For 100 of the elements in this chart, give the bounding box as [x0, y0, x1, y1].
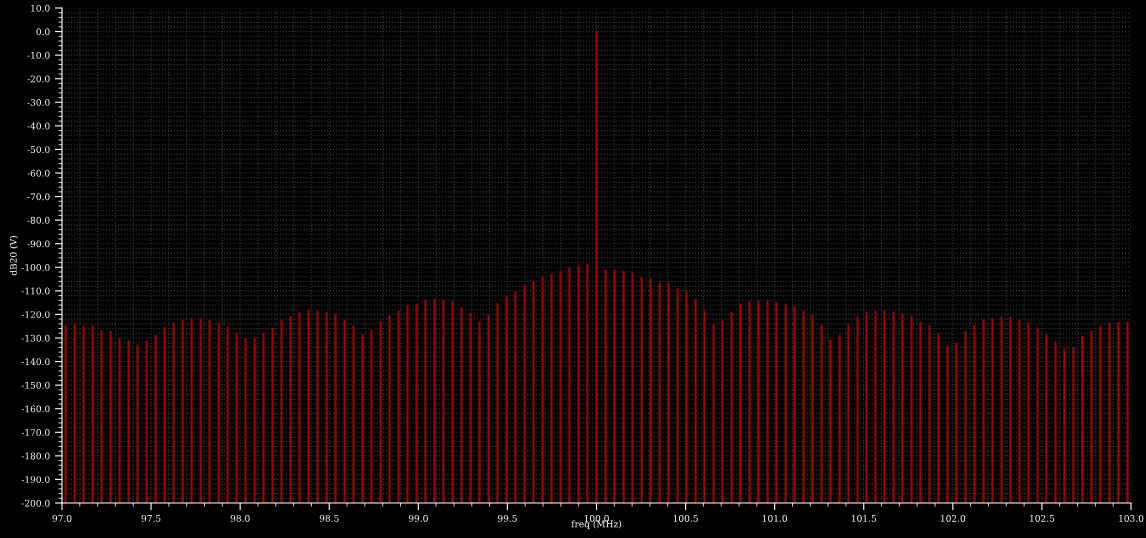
y-tick-label: -30.0 — [27, 99, 50, 106]
bar — [406, 305, 409, 503]
x-tick-label: 101.5 — [851, 514, 876, 522]
bar — [730, 312, 733, 503]
bar — [802, 310, 805, 503]
bar — [298, 312, 301, 503]
bar — [586, 263, 589, 503]
bar — [1126, 321, 1129, 503]
bar — [541, 276, 544, 503]
bar — [550, 273, 553, 503]
bar — [514, 290, 517, 503]
bar — [370, 329, 373, 503]
bar — [622, 271, 625, 503]
bar — [856, 316, 859, 503]
bar — [307, 310, 310, 503]
bar — [316, 310, 319, 503]
bar — [829, 339, 832, 503]
bar — [244, 338, 247, 503]
bar — [946, 345, 949, 503]
x-tick-label: 98.0 — [230, 514, 250, 522]
bar — [658, 282, 661, 503]
bar — [163, 326, 166, 503]
bar — [640, 276, 643, 503]
bar — [766, 300, 769, 503]
bar — [631, 272, 634, 503]
bar — [505, 296, 508, 503]
x-tick-label: 100.0 — [584, 514, 609, 522]
bar — [1054, 341, 1057, 503]
y-tick-label: -60.0 — [27, 169, 50, 177]
bar — [883, 310, 886, 503]
y-tick-label: -40.0 — [27, 122, 50, 130]
bar — [469, 313, 472, 503]
bar — [73, 323, 76, 503]
y-tick-label: -50.0 — [27, 146, 50, 153]
bar — [451, 300, 454, 503]
bar — [973, 325, 976, 503]
y-tick-label: -120.0 — [21, 311, 50, 318]
bar — [523, 284, 526, 503]
bar — [397, 310, 400, 503]
y-tick-label: -140.0 — [21, 358, 50, 366]
bar — [1108, 322, 1111, 503]
bar — [154, 334, 157, 503]
bar — [1009, 317, 1012, 503]
bar — [100, 329, 103, 503]
bar — [928, 325, 931, 503]
bar — [1117, 321, 1120, 503]
y-tick-label: -10.0 — [27, 51, 50, 59]
bar — [271, 327, 274, 503]
bar — [874, 310, 877, 503]
y-tick-label: -110.0 — [21, 287, 50, 295]
bar — [1081, 335, 1084, 503]
bar — [361, 334, 364, 503]
bar — [919, 321, 922, 503]
bar — [460, 307, 463, 503]
bar — [433, 298, 436, 503]
bar — [991, 317, 994, 503]
bar — [217, 323, 220, 503]
y-tick-label: 10.0 — [31, 4, 50, 12]
bar — [847, 323, 850, 503]
y-tick-label: -130.0 — [21, 334, 50, 342]
y-tick-label: -160.0 — [21, 405, 50, 413]
y-tick-label: -180.0 — [21, 452, 50, 460]
bar — [784, 303, 787, 503]
bar — [415, 303, 418, 503]
bar — [613, 269, 616, 503]
bar — [208, 319, 211, 503]
bar — [1090, 330, 1093, 503]
bar — [280, 319, 283, 503]
bar — [262, 332, 265, 503]
bar — [181, 319, 184, 503]
y-tick-label: -20.0 — [27, 75, 50, 83]
bar — [694, 298, 697, 503]
bar — [289, 316, 292, 503]
bar — [1018, 320, 1021, 503]
y-tick-label: -90.0 — [27, 240, 50, 248]
bar — [982, 319, 985, 503]
x-tick-label: 103.0 — [1119, 514, 1144, 522]
bar — [559, 270, 562, 503]
bar — [892, 311, 895, 503]
bar — [1045, 334, 1048, 503]
bar — [649, 278, 652, 503]
y-tick-label: -190.0 — [21, 476, 50, 483]
bar — [955, 342, 958, 503]
bar — [595, 31, 598, 503]
y-axis-title: dB20 (V) — [9, 236, 19, 276]
bar — [1099, 325, 1102, 503]
bar — [136, 344, 139, 503]
bar — [811, 314, 814, 503]
bar — [334, 313, 337, 503]
bar — [820, 325, 823, 503]
bar — [1072, 346, 1075, 503]
bar — [82, 325, 85, 503]
bar — [388, 315, 391, 503]
bar — [172, 322, 175, 503]
bar — [532, 281, 535, 503]
bar — [496, 303, 499, 503]
y-tick-label: -70.0 — [27, 193, 50, 201]
bar — [226, 326, 229, 503]
bar — [487, 314, 490, 503]
y-tick-label: -200.0 — [21, 499, 50, 507]
